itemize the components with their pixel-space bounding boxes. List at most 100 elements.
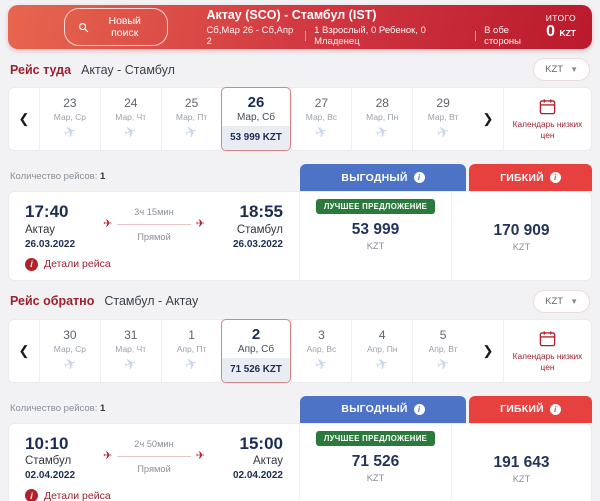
- flight-duration: 3ч 15мин: [134, 207, 174, 217]
- plane-icon: ✈: [103, 218, 113, 230]
- date-price: 71 526 KZT: [222, 357, 290, 382]
- plane-icon: ✈: [373, 354, 391, 375]
- date-day: 1: [188, 327, 195, 342]
- plane-icon: ✈: [103, 449, 113, 462]
- outbound-section-route: Актау - Стамбул: [81, 62, 175, 77]
- date-label: Апр, Пт: [176, 343, 207, 354]
- outbound-fare-tabs-row: Количество рейсов: 1 ВЫГОДНЫЙ i ГИБКИЙ i: [8, 164, 592, 191]
- outbound-currency-select[interactable]: KZT ▼: [533, 58, 590, 81]
- tab-flex-label: ГИБКИЙ: [500, 403, 544, 416]
- arrival-city: Актау: [253, 455, 283, 468]
- plane-icon: ✈: [122, 122, 140, 143]
- info-icon[interactable]: i: [549, 403, 561, 415]
- return-section-route: Стамбул - Актау: [104, 294, 199, 309]
- value-fare-price-option[interactable]: ЛУЧШЕЕ ПРЕДЛОЖЕНИЕ 71 526 KZT: [299, 423, 451, 501]
- flex-fare-price: 170 909: [493, 222, 550, 240]
- tab-flex-fare[interactable]: ГИБКИЙ i: [469, 164, 592, 191]
- flight-info: 10:10 Стамбул 02.04.2022 2ч 50мин ✈ ✈ Пр…: [9, 424, 299, 501]
- date-day: 4: [378, 327, 386, 342]
- date-label: Мар, Чт: [115, 112, 147, 122]
- price-wrap: 191 643 KZT: [493, 449, 549, 501]
- value-fare-price-option[interactable]: ЛУЧШЕЕ ПРЕДЛОЖЕНИЕ 53 999 KZT: [299, 192, 451, 280]
- fare-tabs: ВЫГОДНЫЙ i ГИБКИЙ i: [300, 395, 592, 423]
- date-label: Мар, Ср: [53, 343, 87, 354]
- plane-icon: ✈: [434, 354, 452, 375]
- date-cell[interactable]: 1 Апр, Пт ✈: [160, 319, 222, 382]
- date-cell[interactable]: 25 Мар, Пт ✈: [160, 88, 222, 150]
- separator: [305, 30, 307, 41]
- date-cell[interactable]: 4 Апр, Пн ✈: [351, 319, 412, 382]
- date-cell-selected[interactable]: 26 Мар, Сб 53 999 KZT: [221, 87, 291, 151]
- date-day: 27: [314, 96, 329, 110]
- carousel-next-button[interactable]: ❯: [473, 320, 503, 382]
- price-wrap: 53 999 KZT: [352, 214, 399, 270]
- plane-icon: ✈: [61, 354, 79, 375]
- return-date-carousel: ❮ 30 Мар, Ср ✈ 31 Мар, Чт ✈ 1 Апр, Пт ✈ …: [8, 318, 592, 383]
- total-currency: KZT: [559, 28, 576, 39]
- price-currency: KZT: [512, 242, 531, 253]
- date-day: 30: [63, 327, 77, 342]
- carousel-prev-button[interactable]: ❮: [9, 88, 39, 150]
- info-icon[interactable]: i: [413, 172, 425, 183]
- info-icon: i: [25, 489, 38, 501]
- date-cell[interactable]: 24 Мар, Чт ✈: [99, 88, 161, 150]
- departure-block: 10:10 Стамбул 02.04.2022: [25, 434, 89, 481]
- return-currency-select[interactable]: KZT ▼: [533, 289, 590, 313]
- carousel-prev-button[interactable]: ❮: [9, 320, 39, 382]
- date-cell[interactable]: 28 Мар, Пн ✈: [351, 88, 412, 150]
- date-label: Мар, Пт: [175, 112, 208, 122]
- date-label: Мар, Сб: [236, 112, 276, 123]
- date-cell[interactable]: 5 Апр, Вт ✈: [412, 319, 473, 382]
- flight-path: 2ч 50мин ✈ ✈ Прямой: [89, 435, 219, 482]
- low-fare-calendar-link[interactable]: Календарь низких цен: [502, 319, 591, 382]
- flex-fare-price: 191 643: [493, 454, 550, 472]
- total-value: 0 KZT: [546, 23, 576, 41]
- new-search-button[interactable]: Новый поиск: [64, 8, 169, 46]
- date-cell[interactable]: 30 Мар, Ср ✈: [39, 319, 100, 382]
- best-offer-badge: ЛУЧШЕЕ ПРЕДЛОЖЕНИЕ: [315, 430, 436, 446]
- flight-details-link[interactable]: i Детали рейса: [25, 481, 111, 501]
- calendar-link-label: Календарь низких цен: [512, 119, 583, 140]
- flight-details-link[interactable]: i Детали рейса: [25, 250, 111, 271]
- date-day: 23: [63, 96, 77, 110]
- tab-value-fare[interactable]: ВЫГОДНЫЙ i: [300, 164, 467, 191]
- outbound-flight-card: 17:40 Актау 26.03.2022 3ч 15мин ✈ ✈ Прям…: [8, 191, 592, 281]
- search-summary-header: Новый поиск Актау (SCO) - Стамбул (IST) …: [8, 5, 592, 49]
- low-fare-calendar-link[interactable]: Календарь низких цен: [502, 88, 591, 150]
- tab-flex-label: ГИБКИЙ: [500, 171, 544, 184]
- date-label: Апр, Вс: [306, 343, 337, 354]
- info-icon[interactable]: i: [549, 172, 561, 183]
- date-cell[interactable]: 27 Мар, Вс ✈: [290, 88, 352, 150]
- date-cell[interactable]: 23 Мар, Ср ✈: [39, 88, 100, 150]
- flight-route-row: 17:40 Актау 26.03.2022 3ч 15мин ✈ ✈ Прям…: [25, 202, 283, 250]
- date-cell[interactable]: 29 Мар, Вт ✈: [412, 88, 473, 150]
- calendar-icon: [538, 329, 557, 348]
- date-cell[interactable]: 31 Мар, Чт ✈: [99, 319, 161, 382]
- date-label: Мар, Ср: [53, 112, 87, 122]
- carousel-next-button[interactable]: ❯: [473, 88, 503, 150]
- tab-value-label: ВЫГОДНЫЙ: [341, 403, 408, 416]
- header-dates: Сб,Мар 26 - Сб,Апр 2: [206, 24, 294, 47]
- date-day: 2: [251, 325, 261, 343]
- flex-fare-price-option[interactable]: 170 909 KZT: [451, 192, 591, 280]
- date-day: 28: [375, 96, 389, 110]
- info-icon[interactable]: i: [413, 403, 425, 415]
- flex-fare-price-option[interactable]: 191 643 KZT: [451, 423, 591, 501]
- flight-path: 3ч 15мин ✈ ✈ Прямой: [89, 203, 219, 250]
- header-search-params: Сб,Мар 26 - Сб,Апр 2 1 Взрослый, 0 Ребен…: [206, 25, 545, 47]
- plane-icon: ✈: [61, 122, 79, 143]
- date-day: 26: [247, 94, 265, 111]
- tab-flex-fare[interactable]: ГИБКИЙ i: [469, 395, 592, 423]
- date-day: 25: [184, 96, 199, 110]
- date-cell-selected[interactable]: 2 Апр, Сб 71 526 KZT: [221, 318, 291, 383]
- header-route-info: Актау (SCO) - Стамбул (IST) Сб,Мар 26 - …: [206, 8, 545, 47]
- date-price: 53 999 KZT: [222, 126, 290, 150]
- date-cell[interactable]: 3 Апр, Вс ✈: [290, 319, 352, 382]
- price-wrap: 71 526 KZT: [352, 446, 399, 501]
- date-label: Мар, Вт: [427, 112, 459, 122]
- date-label: Мар, Пн: [366, 112, 399, 122]
- flight-line: ✈ ✈: [103, 219, 205, 230]
- tab-value-fare[interactable]: ВЫГОДНЫЙ i: [300, 395, 467, 423]
- outbound-section-header: Рейс туда Актау - Стамбул KZT ▼: [8, 49, 592, 87]
